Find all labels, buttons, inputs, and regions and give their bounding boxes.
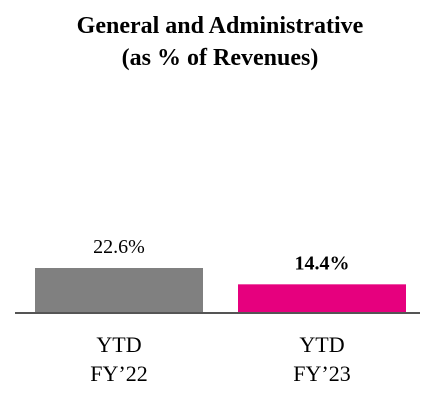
data-label-2: 14.4% [295, 252, 350, 274]
bar-1 [35, 268, 203, 313]
category-label-2-line-2: FY’23 [293, 361, 350, 386]
bar-2 [238, 284, 406, 313]
category-label-1-line-1: YTD [96, 332, 141, 357]
category-label-1-line-2: FY’22 [90, 361, 147, 386]
data-label-1: 22.6% [93, 236, 145, 258]
chart-subtitle: (as % of Revenues) [121, 45, 319, 71]
category-label-2-line-1: YTD [299, 332, 344, 357]
chart-title: General and Administrative [76, 13, 364, 39]
